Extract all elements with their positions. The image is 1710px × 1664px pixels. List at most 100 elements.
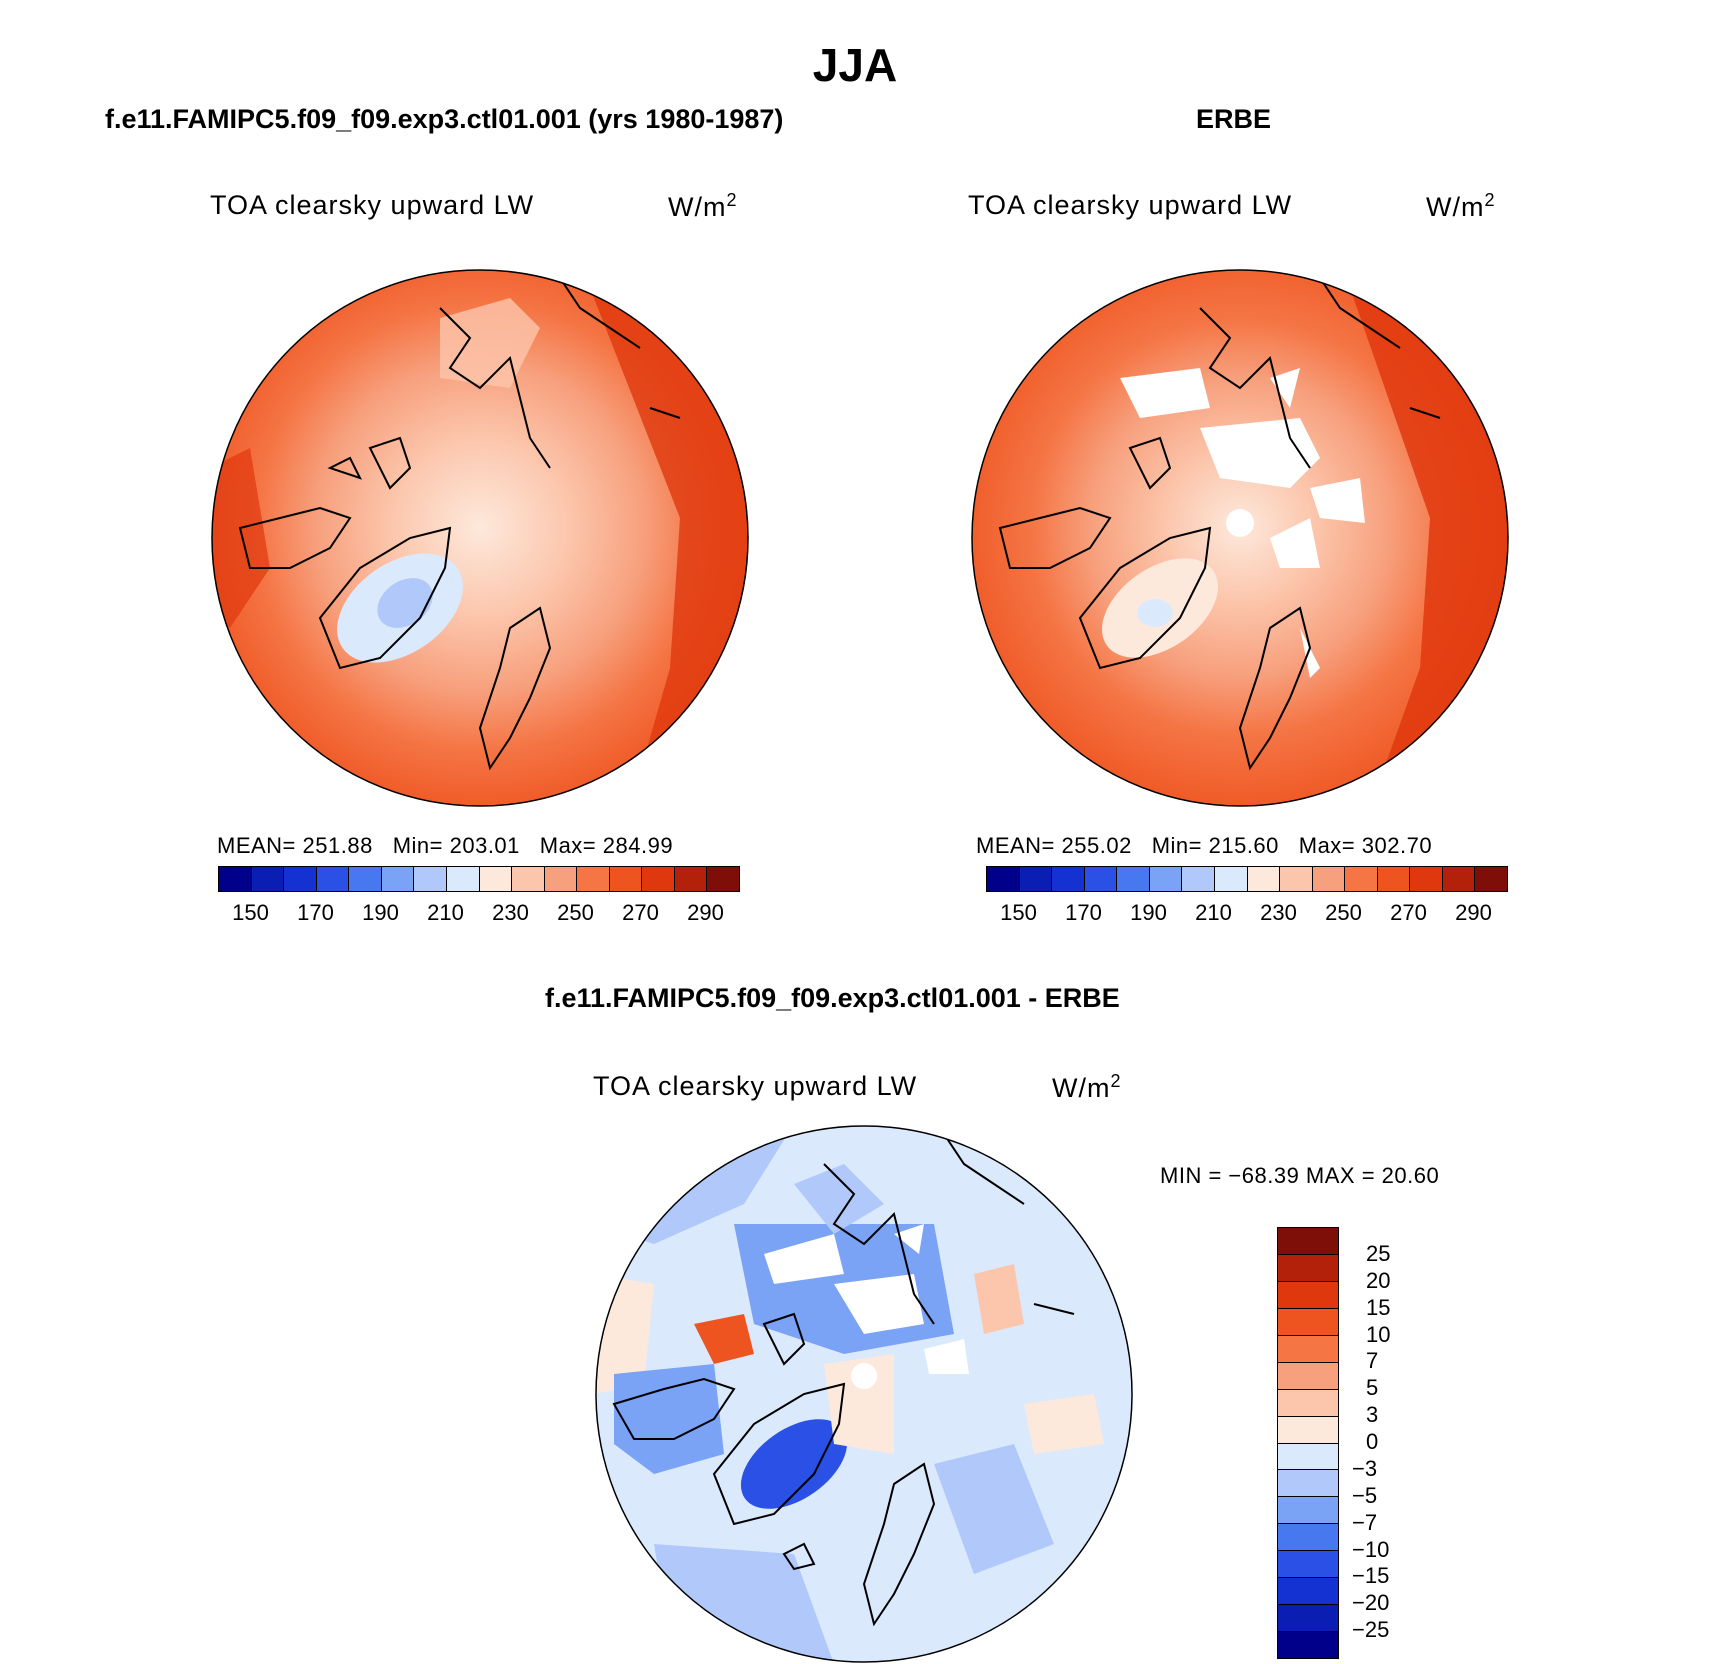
- colorbar-swatch: [1083, 867, 1117, 891]
- panel-2-units: W/m2: [1426, 190, 1496, 222]
- panel-1-map: [211, 269, 749, 807]
- panel-2-colorbar: [986, 866, 1508, 892]
- colorbar-swatch: [987, 867, 1019, 891]
- panel-3-units: W/m2: [1052, 1071, 1122, 1103]
- panel-1-stats: MEAN= 251.88 Min= 203.01 Max= 284.99: [217, 833, 674, 858]
- colorbar-swatch: [1148, 867, 1182, 891]
- colorbar-swatch: [1474, 867, 1507, 891]
- colorbar-swatch: [1376, 867, 1410, 891]
- colorbar-swatch: [1116, 867, 1149, 891]
- panel-2-variable: TOA clearsky upward LW: [968, 190, 1293, 220]
- colorbar-tick-label: 190: [1130, 900, 1167, 925]
- colorbar-tick-label: 5: [1366, 1375, 1379, 1401]
- panel-3-heading: f.e11.FAMIPC5.f09_f09.exp3.ctl01.001 - E…: [545, 983, 1120, 1013]
- colorbar-swatch: [1278, 1605, 1338, 1633]
- colorbar-tick-label: 270: [622, 900, 659, 925]
- colorbar-tick-label: 250: [557, 900, 594, 925]
- colorbar-swatch: [1213, 867, 1247, 891]
- panel-2-map: [971, 269, 1509, 807]
- colorbar-tick-label: 270: [1390, 900, 1427, 925]
- colorbar-swatch: [1344, 867, 1377, 891]
- colorbar-swatch: [1018, 867, 1052, 891]
- colorbar-swatch: [1181, 867, 1214, 891]
- panel-3-range: MIN = −68.39 MAX = 20.60: [1160, 1163, 1440, 1188]
- colorbar-swatch: [380, 867, 414, 891]
- colorbar-tick-label: 210: [427, 900, 464, 925]
- colorbar-swatch: [1278, 1551, 1338, 1579]
- colorbar-swatch: [673, 867, 707, 891]
- colorbar-tick-label: 290: [687, 900, 724, 925]
- panel-1-units: W/m2: [668, 190, 738, 222]
- colorbar-tick-label: 3: [1366, 1402, 1379, 1428]
- panel-1-colorbar-ticks: 150 170 190 210 230 250 270 290: [218, 900, 738, 930]
- colorbar-swatch: [283, 867, 316, 891]
- colorbar-tick-label: −25: [1352, 1617, 1390, 1643]
- colorbar-tick-label: 170: [1065, 900, 1102, 925]
- colorbar-swatch: [706, 867, 739, 891]
- colorbar-swatch: [445, 867, 479, 891]
- colorbar-swatch: [1441, 867, 1475, 891]
- panel-3-variable: TOA clearsky upward LW: [593, 1071, 918, 1101]
- colorbar-tick-label: 170: [297, 900, 334, 925]
- colorbar-tick-label: 10: [1366, 1321, 1391, 1347]
- panel-1-colorbar: [218, 866, 740, 892]
- colorbar-swatch: [608, 867, 642, 891]
- colorbar-swatch: [1311, 867, 1345, 891]
- colorbar-tick-label: −20: [1352, 1590, 1390, 1616]
- colorbar-swatch: [1278, 1228, 1338, 1255]
- panel-2-stats: MEAN= 255.02 Min= 215.60 Max= 302.70: [976, 833, 1433, 858]
- colorbar-tick-label: 150: [1000, 900, 1037, 925]
- colorbar-swatch: [1278, 1362, 1338, 1390]
- colorbar-swatch: [348, 867, 381, 891]
- colorbar-swatch: [1278, 1578, 1338, 1606]
- colorbar-tick-label: −15: [1352, 1563, 1390, 1589]
- colorbar-tick-label: 230: [492, 900, 529, 925]
- figure-title: JJA: [812, 39, 898, 91]
- colorbar-swatch: [1278, 1632, 1338, 1658]
- panel-3-map: [595, 1125, 1133, 1663]
- colorbar-swatch: [576, 867, 609, 891]
- colorbar-tick-label: 20: [1366, 1267, 1391, 1293]
- colorbar-tick-label: −7: [1352, 1509, 1378, 1535]
- panel-3-colorbar-ticks: 25 20 15 10 7 5 3 0 −3 −5 −7 −10 −15 −20 −25: [1352, 1227, 1432, 1657]
- colorbar-swatch: [219, 867, 251, 891]
- colorbar-swatch: [641, 867, 674, 891]
- colorbar-tick-label: 190: [362, 900, 399, 925]
- colorbar-swatch: [1278, 1335, 1338, 1363]
- colorbar-swatch: [1278, 1416, 1338, 1444]
- colorbar-swatch: [1246, 867, 1280, 891]
- colorbar-swatch: [1278, 1497, 1338, 1525]
- colorbar-swatch: [1051, 867, 1084, 891]
- colorbar-tick-label: 290: [1455, 900, 1492, 925]
- colorbar-tick-label: −3: [1352, 1455, 1378, 1481]
- colorbar-swatch: [1278, 1389, 1338, 1417]
- colorbar-tick-label: 150: [232, 900, 269, 925]
- colorbar-swatch: [1278, 1524, 1338, 1552]
- colorbar-swatch: [511, 867, 544, 891]
- colorbar-tick-label: 210: [1195, 900, 1232, 925]
- colorbar-swatch: [1278, 1254, 1338, 1282]
- panel-3-colorbar: [1277, 1227, 1339, 1659]
- colorbar-swatch: [543, 867, 577, 891]
- colorbar-tick-label: −10: [1352, 1536, 1390, 1562]
- colorbar-tick-label: 25: [1366, 1240, 1391, 1266]
- colorbar-swatch: [315, 867, 349, 891]
- colorbar-swatch: [1278, 1443, 1338, 1471]
- colorbar-swatch: [413, 867, 446, 891]
- colorbar-tick-label: 250: [1325, 900, 1362, 925]
- colorbar-swatch: [1409, 867, 1442, 891]
- colorbar-tick-label: 15: [1366, 1294, 1391, 1320]
- colorbar-swatch: [1278, 1308, 1338, 1336]
- colorbar-tick-label: 7: [1366, 1348, 1379, 1374]
- panel-2-colorbar-ticks: 150 170 190 210 230 250 270 290: [986, 900, 1506, 930]
- colorbar-tick-label: 230: [1260, 900, 1297, 925]
- colorbar-swatch: [1278, 1281, 1338, 1309]
- panel-2-heading: ERBE: [1196, 104, 1272, 134]
- colorbar-swatch: [250, 867, 284, 891]
- colorbar-tick-label: −5: [1352, 1482, 1378, 1508]
- colorbar-swatch: [478, 867, 512, 891]
- colorbar-swatch: [1279, 867, 1312, 891]
- panel-1-heading: f.e11.FAMIPC5.f09_f09.exp3.ctl01.001 (yr…: [105, 104, 784, 134]
- colorbar-tick-label: 0: [1366, 1429, 1379, 1454]
- panel-1-variable: TOA clearsky upward LW: [210, 190, 535, 220]
